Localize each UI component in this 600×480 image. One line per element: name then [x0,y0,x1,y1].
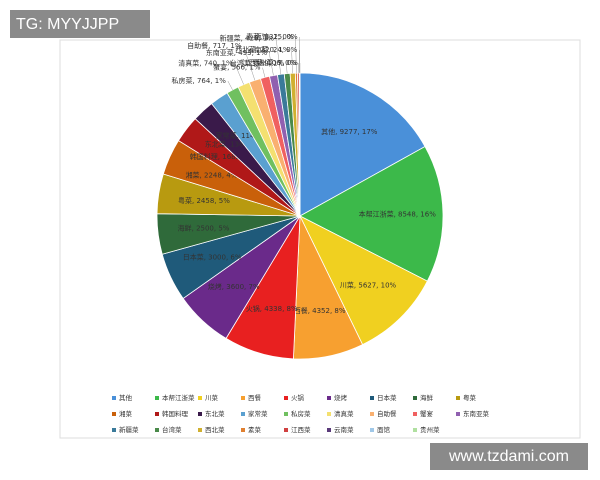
legend-swatch [456,396,460,400]
legend-label: 韩国料理 [162,409,189,418]
legend-label: 自助餐 [377,409,397,418]
data-label: 海鲜, 2500, 5% [178,223,230,232]
watermark-box [430,443,588,470]
legend-swatch [370,412,374,416]
data-label: 韩国料理, 1682, 3% [190,152,256,161]
legend-label: 日本菜 [377,393,397,402]
legend-swatch [413,412,417,416]
data-label: 贵州菜, 7, 0% [252,58,298,67]
legend-label: 清真菜 [334,409,354,418]
legend-label: 云南菜 [334,425,354,434]
pie-slice [299,215,428,346]
legend-label: 烧烤 [334,393,348,402]
legend-swatch [413,396,417,400]
leader-line [295,37,297,74]
legend-label: 西北菜 [205,425,225,434]
data-label: 清真菜, 740, 1% [178,58,233,67]
data-label: 家常菜, 1147, 2% [216,131,275,140]
legend-swatch [284,428,288,432]
legend-label: 火锅 [291,393,305,402]
legend-swatch [413,428,417,432]
legend-swatch [456,412,460,416]
legend-label: 湘菜 [119,409,133,418]
leader-line [262,67,266,78]
leader-line [227,80,233,90]
watermark: TG: MYYJJPP [16,16,119,33]
legend-swatch [327,428,331,432]
data-label: 台湾菜, 359, 1% [230,59,285,68]
data-label: 川菜, 5627, 10% [340,280,397,289]
legend-swatch [284,396,288,400]
legend-label: 西餐 [248,393,262,402]
legend-swatch [370,396,374,400]
data-label: 烧烤, 3600, 7% [208,282,260,291]
data-label: 蟹宴, 566, 1% [213,63,261,72]
leader-line [243,46,256,81]
leader-line [268,52,274,76]
legend-swatch [112,412,116,416]
data-label: 本帮江浙菜, 8548, 16% [359,209,437,218]
data-label: 自助餐, 717, 1% [187,41,242,50]
legend-label: 川菜 [205,393,219,402]
legend-label: 蟹宴 [420,409,434,418]
legend-label: 江西菜 [291,425,311,434]
data-label: 江西菜, 106, 0% [242,58,297,67]
legend-label: 新疆菜 [119,425,139,434]
data-label: 其他, 9277, 17% [321,127,378,136]
legend-swatch [327,396,331,400]
legend-swatch [198,428,202,432]
watermark: www.tzdami.com [448,448,569,465]
legend-swatch [370,428,374,432]
legend-swatch [198,412,202,416]
legend-swatch [155,412,159,416]
legend-swatch [198,396,202,400]
pie: 其他, 9277, 17% 本帮江浙菜, 8548, 16% 川菜, 5627, 1… [156,32,444,360]
data-label: 西北菜, 320, 1% [235,45,290,54]
data-label: 粤菜, 2458, 5% [178,196,230,205]
data-label: 素菜, 132, 0% [246,32,294,41]
data-label: 私房菜, 764, 1% [172,76,227,85]
legend-label: 东南亚菜 [463,409,490,418]
legend-label: 素菜 [248,425,262,434]
data-label: 云南菜, 24, 0% [247,45,297,54]
legend-swatch [112,396,116,400]
legend-label: 本帮江浙菜 [162,393,195,402]
data-label: 火锅, 4338, 8% [246,304,298,313]
pie-slice [299,146,444,282]
data-label: 日本菜, 3000, 6% [183,253,242,262]
data-label: 西餐, 4352, 8% [294,306,346,315]
data-label: 新疆菜, 420, 1% [220,34,275,43]
watermark-box [10,10,150,38]
legend-swatch [241,428,245,432]
legend-label: 家常菜 [248,409,268,418]
legend-swatch [155,428,159,432]
legend-label: 私房菜 [291,409,311,418]
legend-swatch [327,412,331,416]
legend-swatch [155,396,159,400]
legend-swatch [112,428,116,432]
legend-label: 面馆 [377,425,391,434]
leader-line [275,38,282,75]
legend-label: 海鲜 [420,393,434,402]
legend-label: 贵州菜 [420,425,440,434]
leader-line [291,50,293,74]
data-label: 面馆, 15, 0% [255,32,298,41]
legend-label: 其他 [119,393,133,402]
legend-swatch [284,412,288,416]
legend-label: 台湾菜 [162,425,182,434]
leader-line [234,63,244,85]
legend-label: 东北菜 [205,409,225,418]
data-label: 东南亚菜, 493, 1% [206,48,268,57]
leader-line [286,63,288,74]
pie-slice [299,72,426,217]
legend-swatch [241,396,245,400]
legend-swatch [241,412,245,416]
data-label: 东北菜, 1362, 2% [205,139,264,148]
data-label: 湘菜, 2248, 4% [186,171,238,180]
legend-label: 粤菜 [463,393,477,402]
